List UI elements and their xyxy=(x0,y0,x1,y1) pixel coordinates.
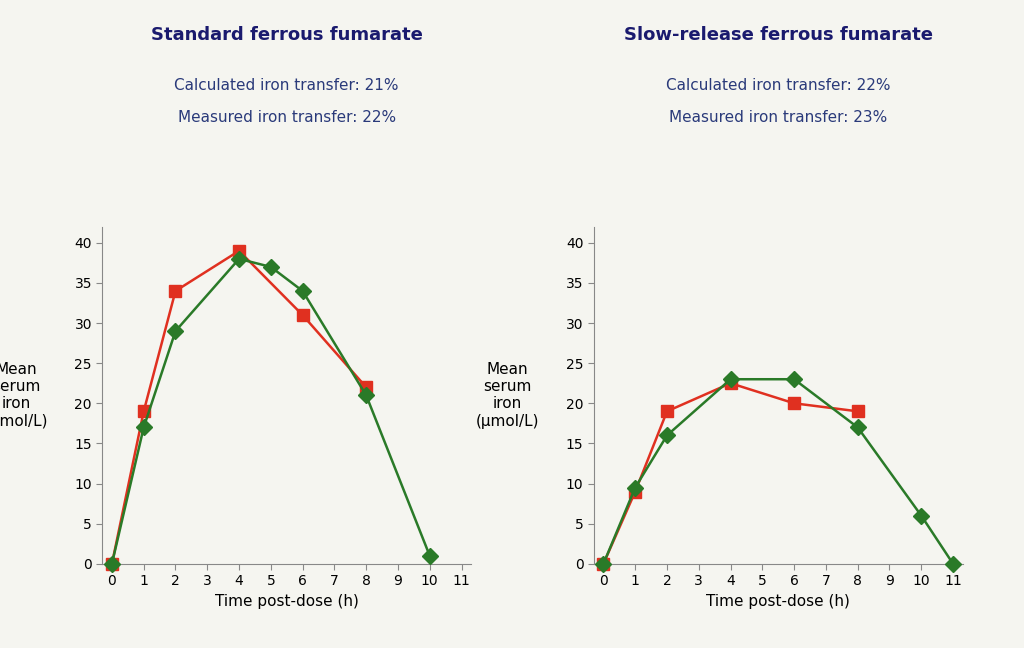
Text: Standard ferrous fumarate: Standard ferrous fumarate xyxy=(151,26,423,44)
Text: Slow-release ferrous fumarate: Slow-release ferrous fumarate xyxy=(624,26,933,44)
X-axis label: Time post-dose (h): Time post-dose (h) xyxy=(215,594,358,608)
Y-axis label: Mean
serum
iron
(μmol/L): Mean serum iron (μmol/L) xyxy=(476,362,540,429)
Text: Measured iron transfer: 23%: Measured iron transfer: 23% xyxy=(669,110,888,125)
Text: Measured iron transfer: 22%: Measured iron transfer: 22% xyxy=(177,110,396,125)
Text: Calculated iron transfer: 22%: Calculated iron transfer: 22% xyxy=(666,78,891,93)
Text: Calculated iron transfer: 21%: Calculated iron transfer: 21% xyxy=(174,78,399,93)
Y-axis label: Mean
serum
iron
(μmol/L): Mean serum iron (μmol/L) xyxy=(0,362,48,429)
X-axis label: Time post-dose (h): Time post-dose (h) xyxy=(707,594,850,608)
